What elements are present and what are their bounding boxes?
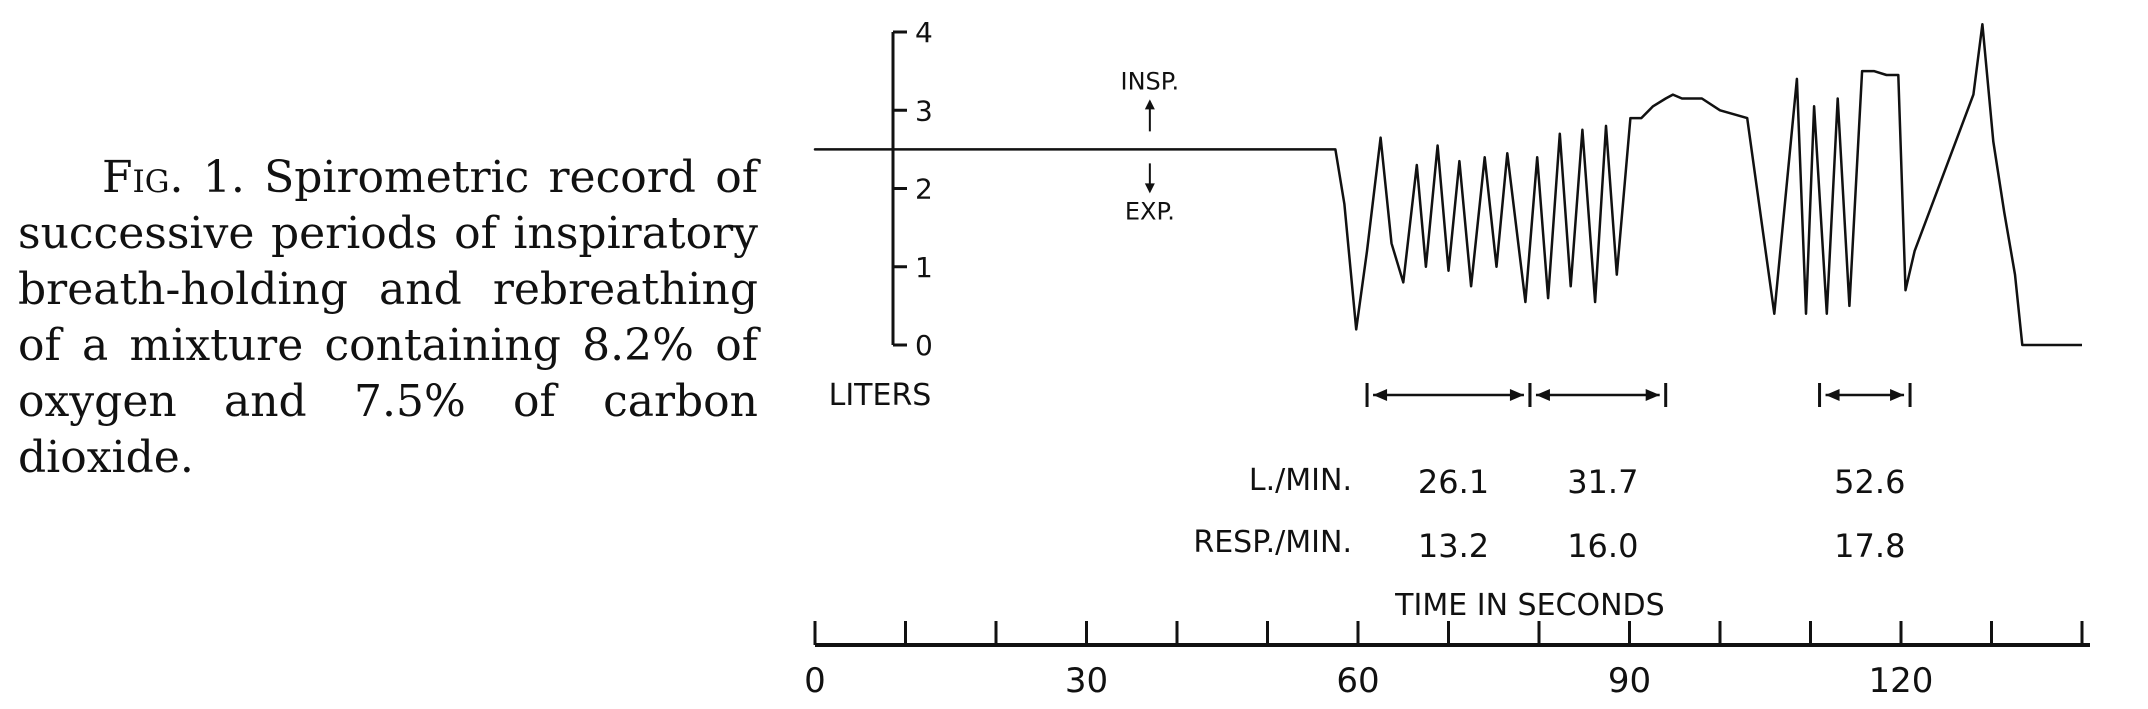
resp-per-min-value: 16.0 — [1567, 527, 1638, 565]
bracket-arrow-right — [1509, 389, 1524, 401]
y-axis-title: LITERS — [829, 378, 932, 413]
x-tick-label: 90 — [1608, 661, 1651, 701]
y-tick-label: 2 — [915, 173, 933, 206]
l-per-min-value: 26.1 — [1418, 463, 1489, 501]
x-tick-label: 60 — [1336, 661, 1379, 701]
caption-text: Spirometric record of successive periods… — [18, 152, 758, 483]
l-per-min-value: 31.7 — [1567, 463, 1638, 501]
time-axis: TIME IN SECONDS 0 30 60 90 120 — [804, 588, 2090, 701]
insp-arrowhead — [1144, 99, 1155, 110]
interval-3: 52.6 17.8 — [1818, 383, 1912, 565]
resp-per-min-value: 13.2 — [1418, 527, 1489, 565]
y-tick-label: 0 — [915, 329, 933, 362]
rate-row-labels: L./MIN. RESP./MIN. — [1193, 463, 1352, 560]
y-tick-label: 4 — [915, 16, 933, 49]
l-per-min-value: 52.6 — [1834, 463, 1905, 501]
exp-arrowhead — [1144, 183, 1155, 194]
x-tick-label: 120 — [1869, 661, 1934, 701]
bracket-arrow-right — [1890, 389, 1905, 401]
bracket-arrow-left — [1373, 389, 1388, 401]
bracket-arrow-right — [1645, 389, 1660, 401]
y-axis: 0 1 2 3 4 LITERS — [829, 16, 933, 413]
x-tick-label: 30 — [1065, 661, 1108, 701]
exp-label: EXP. — [1125, 197, 1175, 225]
bracket-arrow-left — [1825, 389, 1840, 401]
trace-line — [813, 22, 2082, 347]
figure-caption: Fig. 1. Spirometric record of successive… — [18, 150, 758, 486]
x-axis-title: TIME IN SECONDS — [1394, 588, 1665, 623]
resp-per-min-value: 17.8 — [1834, 527, 1905, 565]
interval-2: 31.7 16.0 — [1528, 383, 1668, 565]
interval-brackets: 26.1 13.2 31.7 16.0 52.6 17.8 — [1365, 383, 1912, 565]
x-tick-label: 0 — [804, 661, 826, 701]
y-tick-label: 3 — [915, 94, 933, 127]
figure-label: Fig. 1. — [102, 152, 245, 203]
y-tick-label: 1 — [915, 251, 933, 284]
resp-per-min-label: RESP./MIN. — [1193, 525, 1352, 560]
bracket-arrow-left — [1535, 389, 1550, 401]
interval-1: 26.1 13.2 — [1365, 383, 1532, 565]
insp-label: INSP. — [1121, 67, 1180, 95]
l-per-min-label: L./MIN. — [1249, 463, 1352, 498]
insp-exp-indicator: INSP. EXP. — [1121, 67, 1180, 225]
spirometer-trace — [813, 22, 2082, 347]
